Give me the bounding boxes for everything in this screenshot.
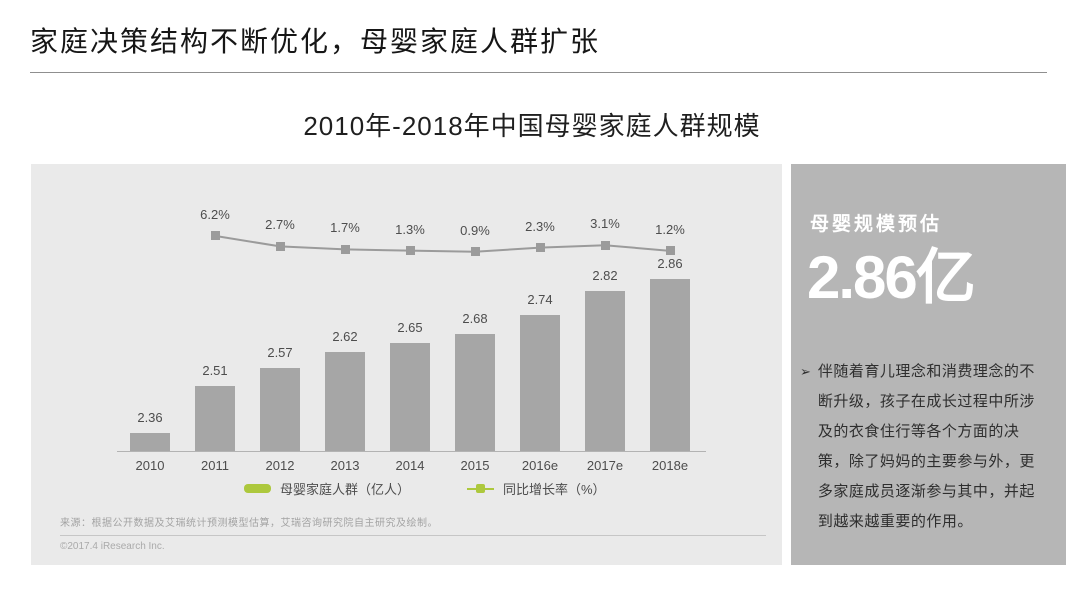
bar-value-label: 2.36 [137,410,163,425]
highlight-sidebar: 母婴规模预估 2.86亿 ➢ 伴随着育儿理念和消费理念的不断升级，孩子在成长过程… [791,164,1066,565]
source-note: 来源：根据公开数据及艾瑞统计预测模型估算，艾瑞咨询研究院自主研究及绘制。 [60,518,438,529]
bar-2014 [390,343,430,451]
growth-rate-label: 1.3% [395,221,425,237]
footer-divider [60,535,766,536]
x-axis-label: 2015 [460,458,490,473]
sidebar-headline: 母婴规模预估 [810,214,943,235]
growth-rate-label: 2.3% [525,218,555,234]
x-axis-label: 2012 [265,458,295,473]
bar-value-label: 2.86 [657,256,683,271]
bar-value-label: 2.68 [462,311,488,326]
bar-2012 [260,368,300,451]
bar-value-label: 2.74 [527,292,553,307]
growth-rate-label: 2.7% [265,217,295,233]
legend-label: 母婴家庭人群（亿人） [280,482,411,497]
x-axis-label: 2018e [651,458,689,473]
bar-value-label: 2.82 [592,268,618,283]
growth-rate-label: 1.7% [330,220,360,236]
line-marker [405,246,415,256]
bar-value-label: 2.62 [332,329,358,344]
bar-value-label: 2.57 [267,345,293,360]
line-marker [275,241,285,251]
sidebar-bullet: ➢ 伴随着育儿理念和消费理念的不断升级，孩子在成长过程中所涉及的衣食住行等各个方… [800,357,1050,537]
growth-rate-label: 1.2% [655,221,685,237]
copyright-note: ©2017.4 iResearch Inc. [60,541,165,552]
bar-2013 [325,352,365,451]
page-title: 家庭决策结构不断优化，母婴家庭人群扩张 [30,27,601,58]
line-legend-swatch [467,483,494,494]
bar-2017e [585,291,625,451]
x-axis-label: 2011 [201,458,229,473]
sidebar-big-number: 2.86亿 [807,244,976,311]
bar-2016e [520,315,560,451]
x-axis-label: 2016e [521,458,559,473]
x-axis-label: 2014 [395,458,425,473]
chart-panel: 母婴家庭人群（亿人） 同比增长率（%） 来源：根据公开数据及艾瑞统计预测模型估算… [31,164,782,565]
bar-2015 [455,334,495,451]
line-marker [600,240,610,250]
bar-value-label: 2.65 [397,320,423,335]
line-marker [665,246,675,256]
line-marker-icon [476,484,485,493]
legend-label: 同比增长率（%） [503,482,606,497]
bar-legend-swatch [244,484,271,493]
x-axis-label: 2013 [330,458,360,473]
bar-2010 [130,433,170,451]
arrow-bullet-icon: ➢ [800,364,811,379]
x-axis [117,451,706,452]
legend-item-line: 同比增长率（%） [467,479,606,498]
bar-2018e [650,279,690,451]
line-marker [340,244,350,254]
x-axis-label: 2017e [586,458,624,473]
growth-rate-label: 3.1% [590,216,620,232]
bar-value-label: 2.51 [202,363,228,378]
line-marker [210,231,220,241]
chart-title: 2010年-2018年中国母婴家庭人群规模 [303,111,761,141]
bar-2011 [195,386,235,451]
legend-item-bar: 母婴家庭人群（亿人） [244,479,410,498]
line-marker [535,243,545,253]
title-divider [30,72,1047,73]
sidebar-bullet-text: 伴随着育儿理念和消费理念的不断升级，孩子在成长过程中所涉及的衣食住行等各个方面的… [817,363,1035,530]
line-marker [470,247,480,257]
growth-rate-label: 6.2% [200,206,230,222]
x-axis-label: 2010 [135,458,165,473]
growth-rate-label: 0.9% [460,222,490,238]
